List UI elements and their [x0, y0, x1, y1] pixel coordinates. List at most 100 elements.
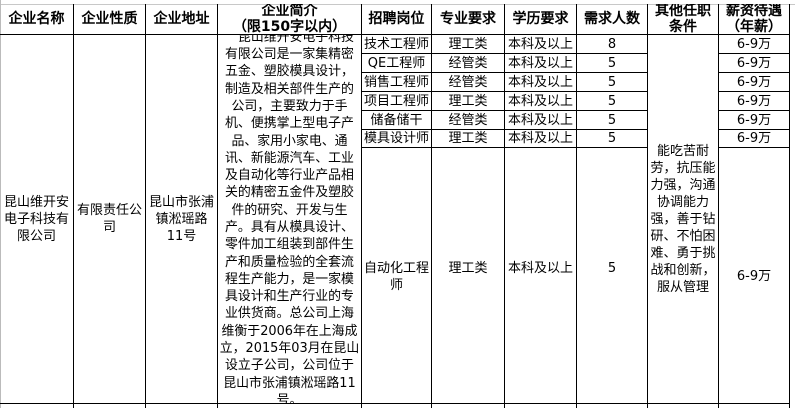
header-major[interactable]: 专业要求 [432, 4, 505, 35]
count-cell[interactable]: 5 [577, 54, 648, 73]
company-address-cell-text: 昆山市张浦镇淞瑶路11号 [148, 194, 214, 244]
next-row-cell[interactable] [648, 404, 719, 408]
next-row-cell[interactable] [505, 404, 577, 408]
count-cell-text: 8 [607, 36, 617, 52]
salary-cell[interactable]: 6-9万 [719, 35, 790, 54]
sheet-left-edge [0, 0, 1, 408]
education-cell-text: 本科及以上 [507, 131, 573, 146]
major-cell[interactable]: 理工类 [432, 35, 505, 54]
major-cell[interactable]: 经管类 [432, 111, 505, 130]
count-cell-text: 5 [607, 55, 617, 71]
salary-cell-text: 6-9万 [736, 93, 772, 109]
position-title-cell-text: 自动化工程师 [364, 261, 430, 293]
header-company-description-text: 企业简介 （限150字以内） [232, 4, 347, 35]
header-salary[interactable]: 薪资待遇 （年薪） [719, 4, 790, 35]
position-title-cell[interactable]: 销售工程师 [362, 73, 432, 92]
salary-cell[interactable]: 6-9万 [719, 130, 790, 148]
position-title-cell[interactable]: 自动化工程师 [362, 148, 432, 404]
header-other-conditions-text: 其他任职 条件 [655, 4, 711, 35]
next-row-cell[interactable] [362, 404, 432, 408]
header-company-name[interactable]: 企业名称 [0, 4, 74, 35]
count-cell[interactable]: 5 [577, 73, 648, 92]
header-salary-text: 薪资待遇 （年薪） [726, 4, 782, 35]
header-count[interactable]: 需求人数 [577, 4, 648, 35]
count-cell-text: 5 [607, 93, 617, 109]
next-row-cell[interactable] [218, 404, 362, 408]
education-cell-text: 本科及以上 [507, 261, 573, 276]
salary-cell[interactable]: 6-9万 [719, 73, 790, 92]
major-cell[interactable]: 理工类 [432, 92, 505, 111]
header-company-description[interactable]: 企业简介 （限150字以内） [218, 4, 362, 35]
header-education[interactable]: 学历要求 [505, 4, 577, 35]
salary-cell-text: 6-9万 [736, 112, 772, 128]
header-company-nature[interactable]: 企业性质 [74, 4, 146, 35]
next-row-cell[interactable] [146, 404, 218, 408]
major-cell-text: 经管类 [448, 112, 488, 128]
company-nature-cell[interactable]: 有限责任公司 [74, 35, 146, 404]
header-company-address-text: 企业地址 [153, 11, 210, 27]
education-cell-text: 本科及以上 [507, 74, 573, 90]
header-company-name-text: 企业名称 [8, 11, 65, 27]
salary-cell-text: 6-9万 [736, 269, 772, 284]
major-cell[interactable]: 经管类 [432, 73, 505, 92]
major-cell-text: 理工类 [448, 131, 488, 146]
next-row-cell[interactable] [0, 404, 74, 408]
company-address-cell[interactable]: 昆山市张浦镇淞瑶路11号 [146, 35, 218, 404]
count-cell[interactable]: 5 [577, 92, 648, 111]
position-title-cell[interactable]: QE工程师 [362, 54, 432, 73]
header-position-text: 招聘岗位 [368, 11, 425, 27]
position-title-cell-text: 销售工程师 [364, 74, 430, 90]
position-title-cell-text: 模具设计师 [364, 131, 430, 146]
company-description-cell[interactable]: 昆山维开安电子科技有限公司是一家集精密五金、塑胶模具设计，制造及相关部件生产的公… [218, 35, 362, 404]
count-cell[interactable]: 8 [577, 35, 648, 54]
education-cell[interactable]: 本科及以上 [505, 54, 577, 73]
salary-cell[interactable]: 6-9万 [719, 148, 790, 404]
position-title-cell[interactable]: 项目工程师 [362, 92, 432, 111]
count-cell[interactable]: 5 [577, 148, 648, 404]
salary-cell-text: 6-9万 [736, 36, 772, 52]
company-name-cell-text: 昆山维开安电子科技有限公司 [3, 194, 69, 244]
education-cell-text: 本科及以上 [507, 55, 573, 71]
header-company-nature-text: 企业性质 [81, 11, 138, 27]
position-title-cell-text: QE工程师 [367, 55, 426, 71]
education-cell[interactable]: 本科及以上 [505, 35, 577, 54]
next-row-cell[interactable] [719, 404, 790, 408]
position-title-cell-text: 技术工程师 [364, 36, 430, 52]
count-cell-text: 5 [607, 131, 617, 146]
other-conditions-cell[interactable]: 能吃苦耐劳，抗压能力强，沟通协调能力强，善于钻研、不怕困难、勇于挑战和创新，服从… [648, 35, 719, 404]
education-cell-text: 本科及以上 [507, 93, 573, 109]
next-row-cell[interactable] [432, 404, 505, 408]
header-company-address[interactable]: 企业地址 [146, 4, 218, 35]
education-cell-text: 本科及以上 [507, 112, 573, 128]
major-cell-text: 经管类 [448, 74, 488, 90]
major-cell[interactable]: 理工类 [432, 130, 505, 148]
major-cell[interactable]: 理工类 [432, 148, 505, 404]
salary-cell-text: 6-9万 [736, 55, 772, 71]
salary-cell[interactable]: 6-9万 [719, 111, 790, 130]
education-cell[interactable]: 本科及以上 [505, 130, 577, 148]
header-position[interactable]: 招聘岗位 [362, 4, 432, 35]
major-cell-text: 经管类 [448, 55, 488, 71]
header-major-text: 专业要求 [440, 11, 496, 27]
salary-cell[interactable]: 6-9万 [719, 54, 790, 73]
position-title-cell[interactable]: 储备储干 [362, 111, 432, 130]
salary-cell[interactable]: 6-9万 [719, 92, 790, 111]
education-cell[interactable]: 本科及以上 [505, 111, 577, 130]
education-cell[interactable]: 本科及以上 [505, 148, 577, 404]
count-cell[interactable]: 5 [577, 130, 648, 148]
header-other-conditions[interactable]: 其他任职 条件 [648, 4, 719, 35]
next-row-cell[interactable] [74, 404, 146, 408]
count-cell-text: 5 [607, 261, 617, 276]
position-title-cell[interactable]: 模具设计师 [362, 130, 432, 148]
position-title-cell-text: 储备储干 [370, 112, 423, 128]
position-title-cell[interactable]: 技术工程师 [362, 35, 432, 54]
count-cell[interactable]: 5 [577, 111, 648, 130]
major-cell-text: 理工类 [448, 261, 488, 276]
education-cell[interactable]: 本科及以上 [505, 92, 577, 111]
major-cell[interactable]: 经管类 [432, 54, 505, 73]
education-cell[interactable]: 本科及以上 [505, 73, 577, 92]
header-education-text: 学历要求 [512, 11, 569, 27]
company-name-cell[interactable]: 昆山维开安电子科技有限公司 [0, 35, 74, 404]
major-cell-text: 理工类 [448, 36, 488, 52]
next-row-cell[interactable] [577, 404, 648, 408]
